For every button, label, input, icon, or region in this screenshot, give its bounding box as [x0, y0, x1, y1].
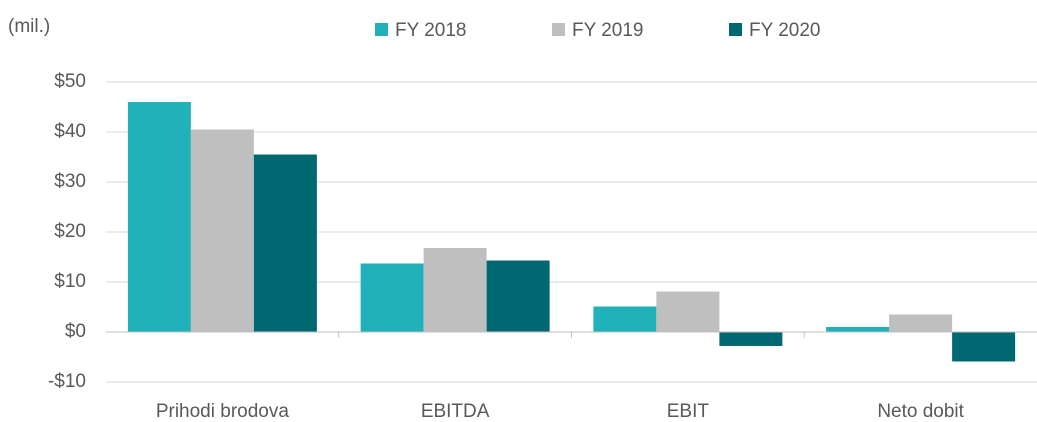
- bar: [253, 154, 317, 332]
- legend-label: FY 2019: [572, 20, 643, 41]
- x-tick-label: EBIT: [667, 401, 710, 422]
- y-tick-label: $10: [54, 271, 86, 292]
- bar: [656, 291, 720, 332]
- legend-swatch: [375, 23, 388, 36]
- x-tick-label: Prihodi brodova: [156, 401, 290, 422]
- x-tick-label: EBITDA: [421, 401, 490, 422]
- legend-swatch: [552, 23, 565, 36]
- bar: [889, 314, 953, 332]
- y-tick-label: $30: [54, 171, 86, 192]
- y-tick-label: $20: [54, 221, 86, 242]
- legend-swatch: [729, 23, 742, 36]
- bar: [423, 248, 487, 332]
- bar: [360, 263, 424, 332]
- x-tick-label: Neto dobit: [877, 401, 964, 422]
- y-tick-label: $50: [54, 71, 86, 92]
- bar: [719, 332, 783, 346]
- bar: [826, 327, 890, 332]
- bar: [127, 102, 191, 332]
- y-tick-label: $0: [65, 321, 86, 342]
- annotation: (mil.): [8, 16, 50, 37]
- bar: [952, 332, 1016, 362]
- y-tick-label: -$10: [48, 371, 86, 392]
- bar: [486, 260, 550, 332]
- bar: [593, 306, 657, 332]
- legend-label: FY 2020: [749, 20, 820, 41]
- legend-label: FY 2018: [395, 20, 466, 41]
- y-tick-label: $40: [54, 121, 86, 142]
- bar: [190, 129, 254, 332]
